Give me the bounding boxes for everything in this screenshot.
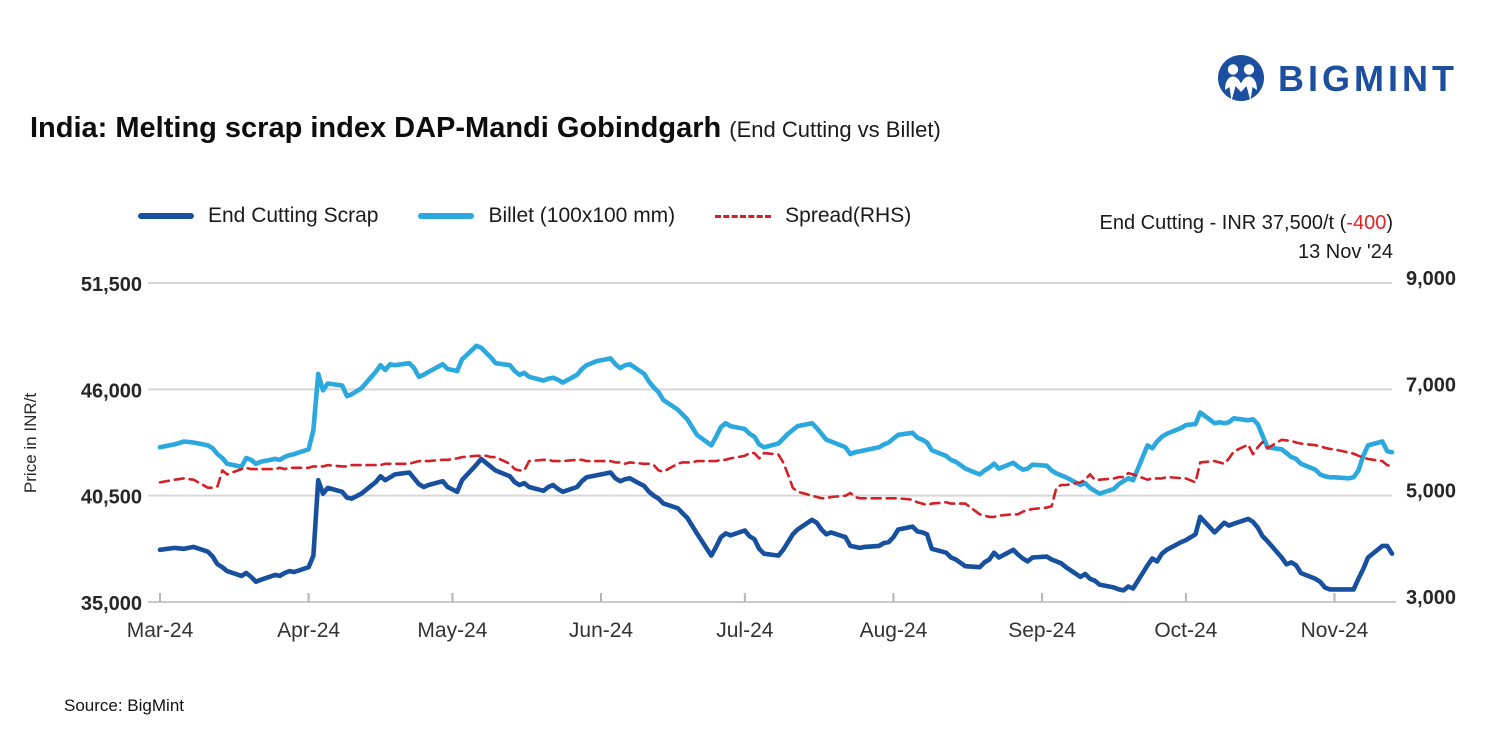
source-note: Source: BigMint [64,696,184,715]
legend-label-2: Spread(RHS) [785,204,912,227]
legend-label-0: End Cutting Scrap [208,204,379,227]
series-line-end-cutting-scrap [157,456,1395,593]
x-label-Aug-24: Aug-24 [860,619,928,642]
y-left-label-40500: 40,500 [81,487,142,509]
legend-label-1: Billet (100x100 mm) [488,204,676,227]
x-label-Apr-24: Apr-24 [277,619,340,642]
legend-swatch-0 [138,213,194,219]
legend-item-1: Billet (100x100 mm) [418,204,675,228]
x-label-May-24: May-24 [417,619,487,642]
series-line-spread-rhs- [158,438,1394,519]
latest-price-text: End Cutting - INR 37,500/t ( [1099,212,1347,234]
y-left-label-46000: 46,000 [81,380,142,402]
legend-item-0: End Cutting Scrap [138,204,378,228]
legend-swatch-2 [715,214,772,218]
y-right-label-3000: 3,000 [1406,587,1456,609]
legend-item-2: Spread(RHS) [715,204,911,228]
y-right-label-7000: 7,000 [1406,374,1456,396]
latest-price-text-close: ) [1386,212,1393,234]
legend-swatch-1 [418,213,475,219]
x-label-Oct-24: Oct-24 [1154,619,1217,642]
bigmint-logo-icon [1218,55,1265,101]
x-label-Jul-24: Jul-24 [716,619,774,642]
chart-legend: End Cutting Scrap Billet (100x100 mm) Spre… [138,204,911,228]
latest-price-annotation: End Cutting - INR 37,500/t (-400) 13 Nov… [1100,209,1394,267]
bigmint-logo: BIGMINT [1216,54,1458,104]
x-label-Nov-24: Nov-24 [1301,619,1369,642]
y-left-label-51500: 51,500 [81,274,142,296]
y-axis-title: Price in INR/t [21,393,40,493]
page-title-main: India: Melting scrap index DAP-Mandi Gob… [30,112,722,144]
latest-price-line: End Cutting - INR 37,500/t (-400) [1100,209,1394,238]
x-label-Mar-24: Mar-24 [127,619,194,642]
page-title-subtitle: (End Cutting vs Billet) [729,117,941,142]
y-right-label-9000: 9,000 [1406,268,1456,290]
series-line-billet-100x100-mm- [157,343,1395,497]
price-change-value: -400 [1346,212,1387,234]
y-right-label-5000: 5,000 [1406,481,1456,503]
x-label-Jun-24: Jun-24 [569,619,634,642]
latest-price-date: 13 Nov '24 [1298,241,1393,263]
x-label-Sep-24: Sep-24 [1008,619,1076,642]
y-left-label-35000: 35,000 [81,593,142,615]
bigmint-logo-text: BIGMINT [1278,58,1458,99]
page-title: India: Melting scrap index DAP-Mandi Gob… [30,112,941,145]
